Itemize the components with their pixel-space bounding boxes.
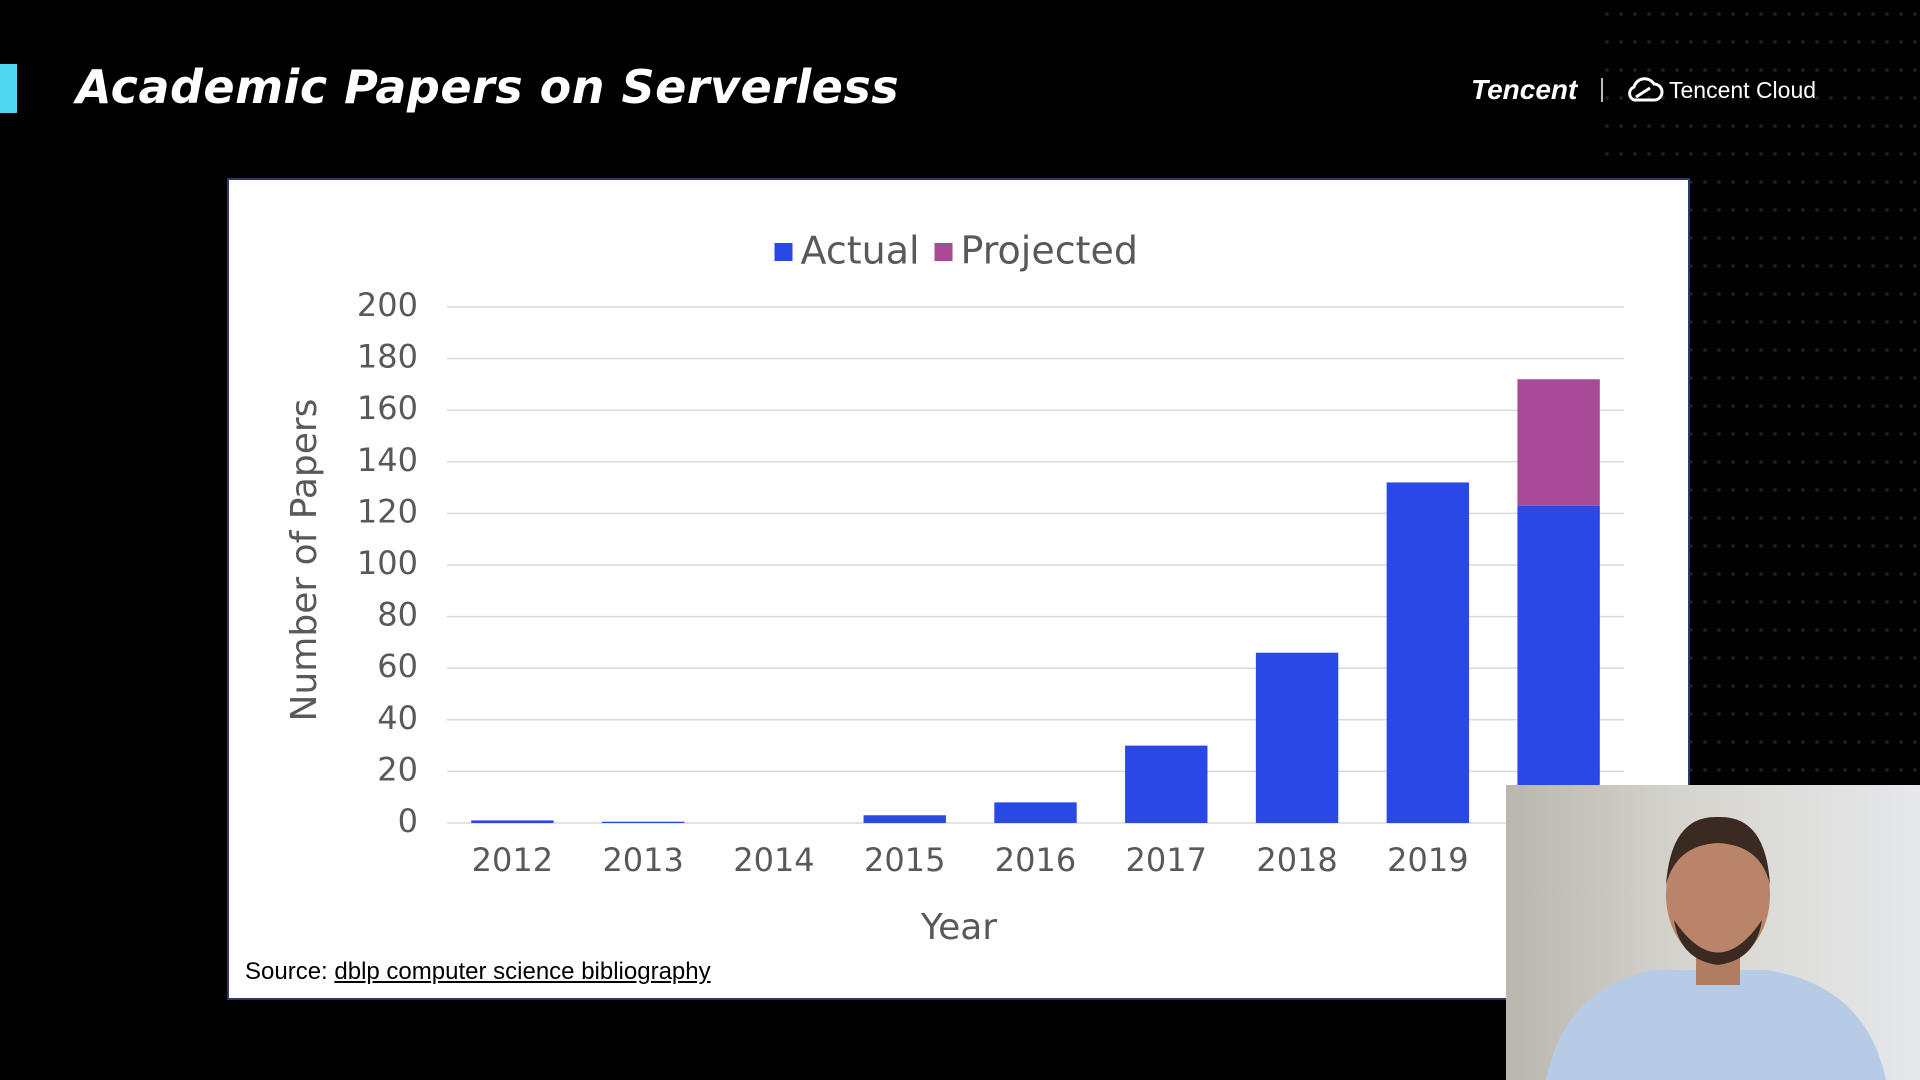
bar: [863, 815, 946, 823]
y-tick-label: 180: [357, 338, 418, 376]
y-tick-label: 160: [357, 389, 418, 427]
webcam-overlay: [1506, 785, 1920, 1080]
legend-label: Actual: [801, 229, 920, 273]
y-axis-title: Number of Papers: [284, 399, 325, 722]
y-tick-label: 60: [377, 647, 418, 685]
source-link[interactable]: dblp computer science bibliography: [334, 958, 711, 985]
logo-separator: [1601, 78, 1603, 102]
logo: Tencent: [1471, 74, 1578, 105]
y-tick-label: 140: [357, 441, 418, 479]
bar: [994, 802, 1077, 823]
x-axis-title: Year: [920, 907, 997, 948]
slide-title: Academic Papers on Serverless: [76, 60, 900, 114]
accent-bar: [0, 64, 17, 113]
logo-text: Tencent Cloud: [1669, 77, 1817, 103]
bar: [601, 821, 685, 823]
x-tick-label: 2015: [864, 841, 945, 879]
legend-label: Projected: [961, 229, 1139, 273]
y-tick-label: 200: [357, 286, 418, 324]
y-tick-label: 80: [377, 596, 418, 634]
x-tick-label: 2013: [602, 841, 683, 879]
y-tick-label: 120: [357, 492, 418, 530]
legend-swatch: [934, 243, 953, 261]
y-tick-label: 40: [377, 699, 418, 737]
x-tick-label: 2017: [1126, 841, 1207, 879]
bar: [1255, 652, 1339, 823]
x-tick-label: 2018: [1256, 841, 1337, 879]
y-tick-label: 20: [377, 750, 418, 788]
bar: [1125, 745, 1208, 823]
y-tick-label: 100: [357, 544, 418, 582]
x-tick-label: 2016: [995, 841, 1076, 879]
source-label: Source:: [245, 958, 328, 985]
bar: [1517, 379, 1600, 506]
x-tick-label: 2019: [1387, 841, 1468, 879]
legend-swatch: [774, 243, 793, 261]
bar: [1517, 505, 1600, 823]
cloud-icon: [1628, 77, 1664, 102]
source: Source: dblp computer science bibliograp…: [245, 958, 711, 986]
y-tick-label: 0: [398, 802, 418, 840]
x-tick-label: 2012: [472, 841, 553, 879]
bar: [1386, 482, 1470, 823]
x-tick-label: 2014: [733, 841, 814, 879]
bar: [471, 820, 554, 823]
presenter: [1546, 816, 1886, 1080]
